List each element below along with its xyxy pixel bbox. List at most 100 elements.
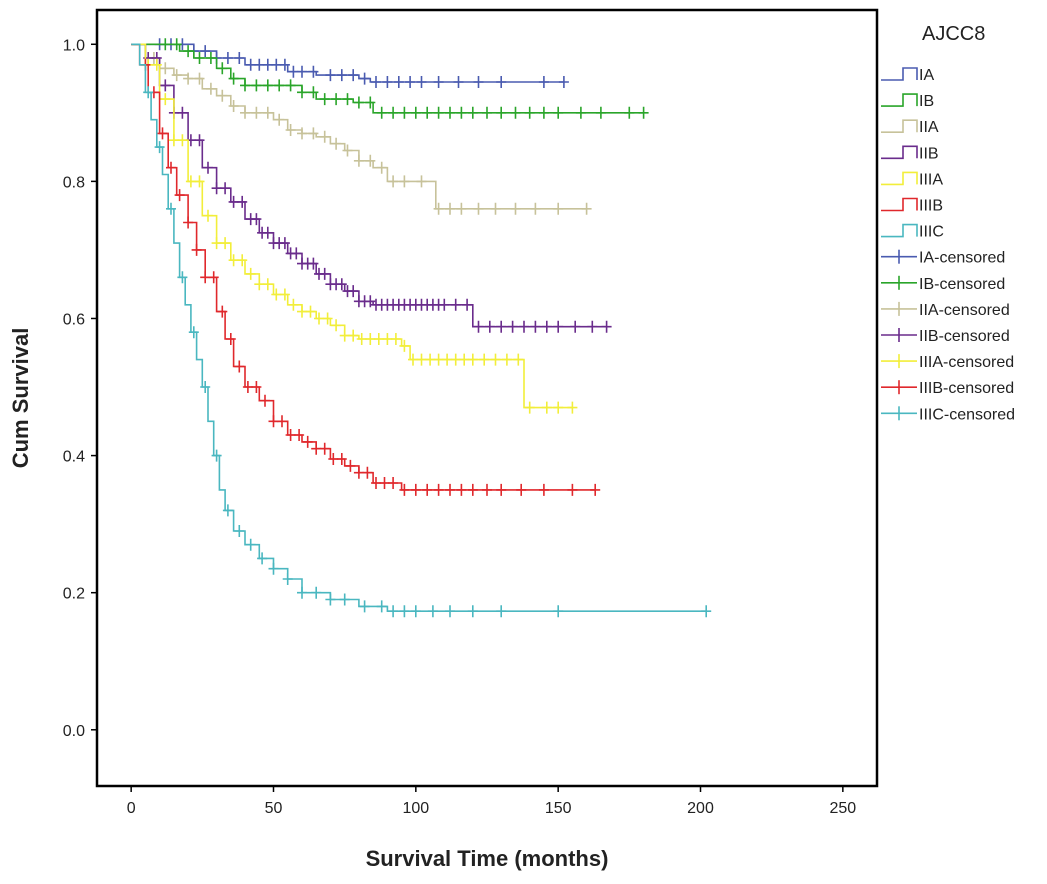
legend-swatch-iia [881, 119, 918, 133]
censor-mark-ib [496, 106, 507, 119]
censor-mark-ia [393, 76, 404, 88]
censor-mark-iia [194, 72, 205, 85]
censor-mark-iia [297, 127, 307, 140]
censor-mark-iiia [203, 209, 213, 222]
censor-mark-ib [228, 72, 239, 85]
y-axis: 0.0 0.2 0.4 0.6 0.8 1.0 [63, 37, 97, 740]
censor-mark-iib [160, 79, 171, 92]
censor-mark-iiib [422, 483, 433, 496]
x-tick-label: 100 [402, 800, 429, 817]
censor-mark-iib [439, 298, 450, 311]
censor-mark-iib [237, 195, 248, 208]
censor-mark-ia [271, 58, 282, 71]
censor-mark-ib [251, 79, 262, 92]
censor-mark-iiib [157, 127, 168, 140]
censor-mark-ib [240, 79, 250, 92]
censor-mark-ib [399, 106, 410, 119]
censor-mark-ia [245, 58, 256, 71]
x-tick-label: 0 [127, 800, 136, 817]
censor-mark-iia [217, 89, 228, 102]
censor-mark-iiib [567, 483, 578, 496]
censor-mark-iiia [160, 93, 171, 106]
censor-mark-iib [336, 278, 347, 291]
censor-mark-iiia [356, 333, 367, 345]
legend-label-iiib-censored: IIIB-censored [919, 380, 1014, 397]
censor-mark-iiia [305, 305, 316, 318]
censor-mark-iiib [516, 483, 527, 496]
censor-mark-iiib [467, 483, 478, 496]
legend-label-iib: IIB [919, 145, 939, 162]
censor-mark-iia [228, 100, 239, 112]
censor-mark-iiib [496, 483, 507, 496]
censor-mark-ib [365, 96, 376, 109]
censor-mark-iib [462, 298, 473, 311]
censor-mark-iia [205, 82, 216, 95]
censor-mark-iia [433, 202, 444, 215]
series-iia [131, 43, 592, 215]
censor-mark-iiib [225, 333, 236, 345]
censor-mark-iiic [268, 562, 279, 575]
censor-mark-iib [450, 298, 461, 311]
censor-mark-iia [456, 202, 467, 215]
censor-mark-iib [251, 213, 262, 226]
y-tick-label: 0.8 [63, 174, 85, 191]
legend-swatch-ia [881, 67, 918, 81]
censor-mark-iia [365, 154, 376, 167]
censor-mark-ia [308, 65, 319, 78]
censor-mark-ia [325, 69, 336, 82]
censor-mark-iiia [177, 134, 188, 147]
censor-mark-iiic [257, 552, 268, 565]
series-iib [131, 43, 612, 333]
censor-mark-iiia [408, 353, 418, 366]
censor-mark-ib [624, 106, 635, 119]
censor-mark-iiic [339, 593, 350, 606]
y-tick-label: 0.4 [63, 449, 85, 466]
censor-mark-iib [519, 320, 529, 333]
censor-mark-iib [228, 195, 239, 208]
censor-mark-iia [388, 175, 399, 188]
censor-mark-iiib [388, 477, 399, 489]
censor-mark-iiia [254, 278, 265, 291]
series-iiia [131, 43, 578, 414]
censor-mark-iia [160, 62, 171, 75]
censor-mark-iiia [541, 401, 552, 414]
censor-mark-iiia [151, 58, 162, 71]
censor-mark-iiic [445, 605, 455, 618]
censor-mark-iiib [371, 477, 381, 489]
censor-mark-ia [297, 65, 307, 78]
legend-label-iiic-censored: IIIC-censored [919, 406, 1015, 423]
censor-mark-ib [319, 93, 330, 106]
censor-mark-iia [490, 202, 501, 215]
censor-mark-ib [422, 106, 433, 119]
censor-mark-iiia [490, 353, 501, 366]
legend-label-ib: IB [919, 93, 934, 110]
series-ib [131, 38, 649, 119]
censor-mark-iia [530, 202, 541, 215]
censor-mark-ia [538, 76, 549, 88]
censor-mark-iib [553, 320, 564, 333]
censor-mark-iiic [222, 504, 233, 517]
censor-mark-ib [553, 106, 564, 119]
censor-mark-ia [371, 76, 381, 88]
censor-mark-iiib [183, 216, 194, 229]
censor-mark-ib [376, 106, 387, 119]
legend-swatch-iib [881, 145, 918, 160]
censor-mark-ia [433, 76, 444, 88]
legend-label-ia: IA [919, 67, 934, 84]
censor-mark-iiia [314, 312, 324, 325]
censor-mark-ib [171, 38, 182, 51]
censor-mark-iia [581, 202, 592, 215]
legend-swatch-ib [881, 93, 918, 107]
legend-label-iiic: IIIC [919, 224, 944, 241]
censor-mark-iiib [590, 483, 601, 496]
censor-mark-iiic [234, 525, 245, 537]
censor-mark-iiic [399, 605, 410, 618]
censor-mark-iia [274, 113, 285, 126]
legend-swatch-iiib [881, 197, 918, 212]
series-layer [131, 38, 712, 618]
censor-mark-ia [382, 76, 393, 88]
censor-mark-ib [538, 106, 549, 119]
censor-mark-iiia [467, 353, 478, 366]
censor-mark-ia [405, 76, 416, 88]
